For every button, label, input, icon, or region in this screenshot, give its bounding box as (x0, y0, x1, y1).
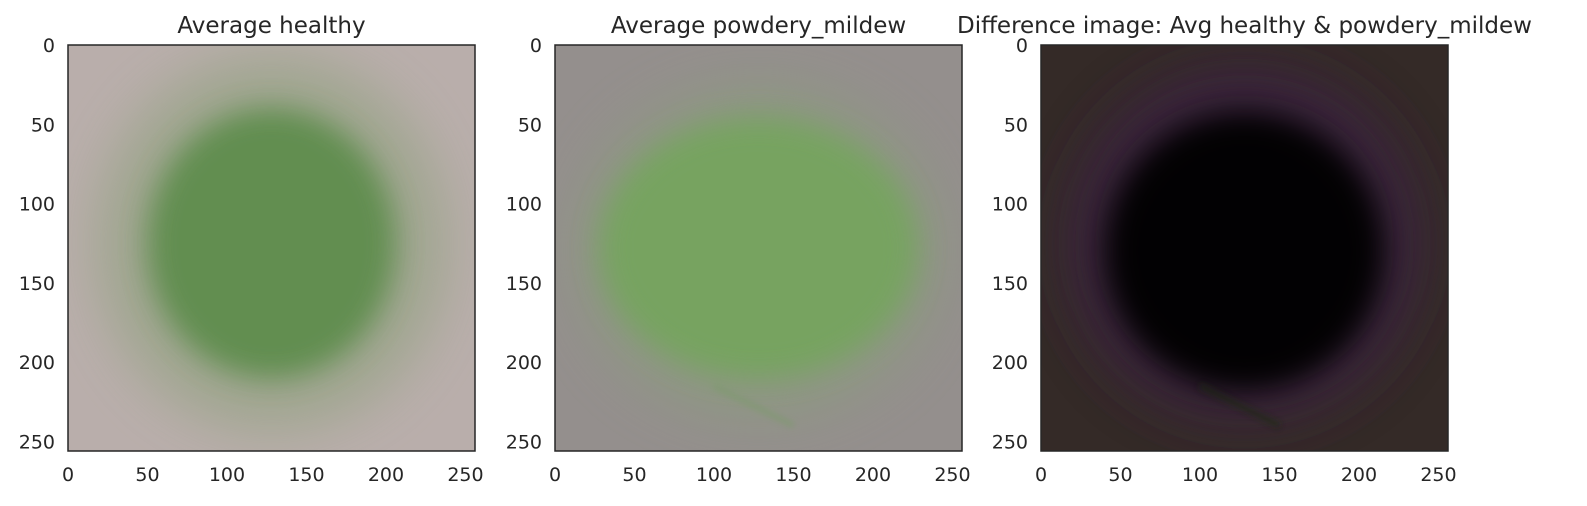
leaf-midrib (712, 383, 795, 429)
axes-frame (67, 44, 476, 452)
y-tick-label: 250 (992, 431, 1028, 453)
y-tick-label: 200 (992, 352, 1028, 374)
x-tick-label: 250 (934, 464, 970, 486)
panel-3: Difference image: Avg healthy & powdery_… (957, 13, 1532, 486)
x-tick-label: 50 (622, 464, 646, 486)
y-tick-label: 100 (506, 194, 542, 216)
x-tick-label: 150 (775, 464, 811, 486)
image-area (555, 45, 962, 451)
x-tick-label: 50 (135, 464, 159, 486)
y-tick-label: 0 (1016, 35, 1028, 57)
axes-frame (554, 44, 963, 452)
y-tick-label: 50 (1004, 114, 1028, 136)
image-area (1041, 45, 1448, 451)
x-tick-label: 150 (1261, 464, 1297, 486)
panel-1: Average healthy 0 50 100 150 200 250 0 50 100 150 2… (19, 13, 484, 486)
x-tick-label: 200 (855, 464, 891, 486)
leaf-midrib (1198, 383, 1281, 429)
x-tick-label: 0 (1035, 464, 1047, 486)
y-tick-label: 250 (506, 431, 542, 453)
x-tick-label: 100 (209, 464, 245, 486)
leaf-blob (1104, 111, 1385, 391)
x-tick-label: 150 (288, 464, 324, 486)
chart-title: Average healthy (177, 13, 365, 39)
chart-title: Average powdery_mildew (611, 13, 906, 39)
y-tick-label: 50 (518, 114, 542, 136)
x-tick-label: 0 (549, 464, 561, 486)
image-area (68, 45, 475, 451)
y-tick-label: 100 (19, 194, 55, 216)
y-tick-label: 150 (19, 273, 55, 295)
x-tick-label: 250 (447, 464, 483, 486)
y-tick-label: 150 (992, 273, 1028, 295)
x-tick-label: 200 (1341, 464, 1377, 486)
x-tick-label: 50 (1108, 464, 1132, 486)
y-tick-label: 150 (506, 273, 542, 295)
x-tick-label: 100 (1182, 464, 1218, 486)
x-tick-label: 100 (696, 464, 732, 486)
x-tick-label: 250 (1420, 464, 1456, 486)
y-tick-label: 0 (43, 35, 55, 57)
y-tick-label: 200 (506, 352, 542, 374)
x-tick-label: 0 (62, 464, 74, 486)
axes-frame (1040, 44, 1449, 452)
x-tick-label: 200 (368, 464, 404, 486)
panel-2: Average powdery_mildew 0 50 100 150 200 250 0 50… (506, 13, 971, 486)
y-tick-label: 250 (19, 431, 55, 453)
y-tick-label: 50 (31, 114, 55, 136)
y-tick-label: 0 (530, 35, 542, 57)
y-tick-label: 200 (19, 352, 55, 374)
chart-title: Difference image: Avg healthy & powdery_… (957, 13, 1532, 39)
y-tick-label: 100 (992, 194, 1028, 216)
leaf-blob (599, 117, 918, 379)
